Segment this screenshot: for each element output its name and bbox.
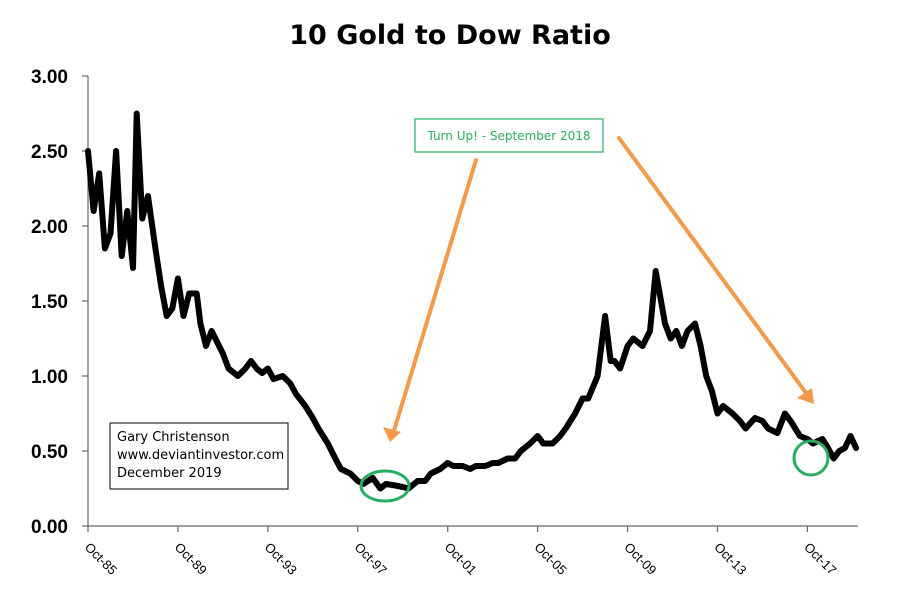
right-arrow-shaft (617, 136, 811, 399)
credit-author: Gary Christenson (117, 430, 230, 445)
callout-box (414, 118, 604, 153)
credit-box (109, 422, 289, 490)
x-tick-label: Oct-05 (532, 540, 570, 578)
left-arrow-head (383, 427, 401, 442)
credit-date: December 2019 (117, 466, 222, 481)
low-circle-left (359, 469, 411, 503)
y-tick-label: 2.00 (31, 217, 68, 238)
y-tick-label: 1.50 (31, 292, 68, 313)
x-tick-label: Oct-85 (82, 540, 120, 578)
x-tick-label: Oct-93 (262, 540, 300, 578)
x-tick-label: Oct-97 (352, 540, 390, 578)
x-tick-label: Oct-89 (172, 540, 210, 578)
right-arrow (617, 136, 814, 404)
y-axis: 0.00 0.50 1.00 1.50 2.00 2.50 3.00 (31, 67, 89, 538)
x-tick-label: Oct-01 (442, 540, 480, 578)
x-tick-label: Oct-17 (801, 540, 839, 578)
y-tick-label: 2.50 (31, 142, 68, 163)
x-tick-label: Oct-13 (711, 540, 749, 578)
x-axis: Oct-85 Oct-89 Oct-93 Oct-97 Oct-01 Oct-05 Oct-… (82, 525, 858, 578)
callout-text: Turn Up! - September 2018 (426, 129, 590, 143)
credit-website: www.deviantinvestor.com (117, 448, 284, 463)
left-arrow-shaft (391, 158, 478, 436)
y-tick-label: 1.00 (31, 367, 68, 388)
y-tick-label: 0.50 (31, 442, 68, 463)
ratio-series-line (85, 110, 860, 492)
annotation-layer: Turn Up! - September 2018 Gary Christens… (109, 118, 830, 503)
low-circle-right (792, 439, 830, 477)
chart-title: 10 Gold to Dow Ratio (289, 20, 611, 51)
y-tick-label: 0.00 (31, 517, 68, 538)
y-tick-label: 3.00 (31, 67, 68, 88)
x-tick-label: Oct-09 (621, 540, 659, 578)
series-layer (85, 110, 860, 492)
left-arrow (383, 158, 478, 442)
right-arrow-head (797, 388, 814, 404)
